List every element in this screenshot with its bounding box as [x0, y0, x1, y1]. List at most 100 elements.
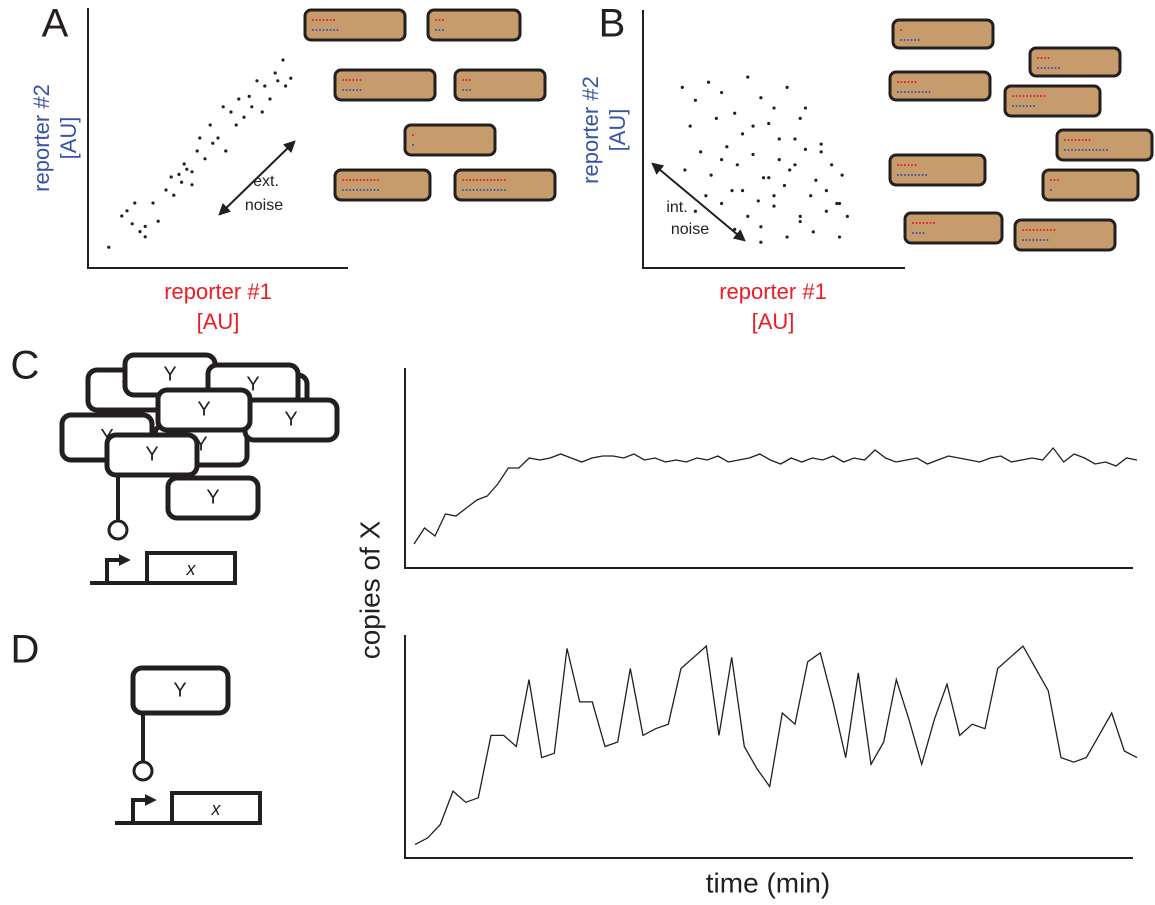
- blue-dot: [342, 189, 344, 191]
- blue-dot: [1022, 105, 1025, 107]
- cell: [1028, 46, 1122, 78]
- cell: [888, 70, 992, 102]
- blue-dot: [373, 189, 376, 191]
- scatter-point: [746, 75, 750, 79]
- scatter-point: [756, 199, 760, 203]
- scatter-point: [221, 105, 225, 109]
- blue-dot: [1044, 67, 1046, 69]
- scatter-point: [785, 235, 789, 239]
- cell: [403, 123, 497, 157]
- blue-dot: [903, 39, 906, 41]
- blue-dot: [366, 189, 369, 191]
- cell: [1003, 84, 1102, 118]
- regulator-label: Y: [163, 363, 176, 385]
- red-dot: [493, 179, 496, 181]
- red-dot: [1019, 95, 1021, 97]
- scatter-point: [151, 201, 155, 205]
- regulator-label: Y: [246, 373, 259, 395]
- scatter-point: [704, 194, 708, 198]
- red-dot: [900, 81, 903, 83]
- blue-dot: [1037, 67, 1039, 69]
- red-dot: [312, 19, 314, 21]
- red-dot: [1064, 139, 1066, 141]
- scatter-point: [125, 209, 129, 213]
- red-dot: [476, 179, 478, 181]
- scatter-point: [845, 214, 849, 218]
- scatter-point: [198, 136, 202, 140]
- blue-dot: [359, 189, 362, 191]
- blue-dot: [1085, 149, 1087, 151]
- scatter-point: [814, 178, 818, 182]
- red-dot: [926, 222, 928, 224]
- red-dot: [1036, 229, 1038, 231]
- blue-dot: [904, 174, 906, 176]
- scatter-point: [699, 150, 703, 154]
- scatter-point: [772, 204, 776, 208]
- blue-dot: [1022, 239, 1024, 241]
- red-dot: [1036, 95, 1039, 97]
- blue-dot: [483, 189, 485, 191]
- binding-site: [107, 519, 129, 541]
- red-dot: [333, 19, 335, 21]
- blue-dot: [1081, 149, 1084, 151]
- scatter-point: [680, 85, 684, 89]
- red-dot: [366, 179, 369, 181]
- blue-dot: [912, 232, 914, 234]
- y-axis-label: reporter #2: [578, 76, 603, 184]
- blue-dot: [1092, 149, 1094, 151]
- red-dot: [1074, 139, 1077, 141]
- blue-dot: [469, 89, 471, 91]
- red-dot: [359, 179, 362, 181]
- scatter-point: [835, 201, 839, 206]
- cell: [1055, 128, 1154, 162]
- cell: [1041, 168, 1140, 202]
- red-dot: [319, 19, 321, 21]
- blue-dot: [1047, 67, 1050, 69]
- cell: [333, 68, 437, 102]
- regulator-box: [165, 475, 261, 521]
- scatter-point: [751, 152, 755, 157]
- red-dot: [1040, 95, 1042, 97]
- blue-dot: [921, 174, 924, 176]
- scatter-point: [803, 147, 808, 151]
- scatter-point: [234, 123, 238, 127]
- scatter-point: [785, 85, 789, 89]
- blue-dot: [363, 189, 365, 191]
- regulator-label: Y: [173, 679, 186, 701]
- blue-dot: [1012, 105, 1014, 107]
- blue-dot: [500, 189, 503, 191]
- red-dot: [359, 79, 362, 81]
- x-axis-label: time (min): [706, 867, 830, 898]
- blue-dot: [497, 189, 499, 191]
- scatter-point: [709, 173, 713, 177]
- scatter-point: [182, 162, 186, 166]
- scatter-point: [268, 97, 272, 101]
- blue-dot: [462, 89, 464, 91]
- blue-dot: [1106, 149, 1108, 151]
- red-dot: [1047, 57, 1050, 59]
- blue-dot: [900, 174, 903, 176]
- red-dot: [907, 164, 910, 166]
- axis: [642, 10, 905, 269]
- blue-dot: [1088, 149, 1091, 151]
- blue-dot: [345, 189, 348, 191]
- red-dot: [1085, 139, 1087, 141]
- blue-dot: [356, 89, 358, 91]
- blue-dot: [442, 29, 444, 31]
- annotation: ext.: [253, 173, 279, 190]
- gene-box: [145, 551, 237, 585]
- scatter-point: [263, 84, 267, 88]
- scatter-point: [720, 90, 724, 95]
- red-dot: [912, 222, 914, 224]
- blue-dot: [493, 189, 496, 191]
- blue-dot: [479, 189, 482, 191]
- blue-dot: [472, 189, 475, 191]
- red-dot: [479, 179, 482, 181]
- blue-dot: [1071, 149, 1073, 151]
- blue-dot: [1046, 239, 1049, 241]
- scatter-point: [819, 142, 823, 146]
- red-dot: [356, 179, 358, 181]
- scatter-point: [803, 106, 808, 110]
- blue-dot: [1050, 189, 1052, 191]
